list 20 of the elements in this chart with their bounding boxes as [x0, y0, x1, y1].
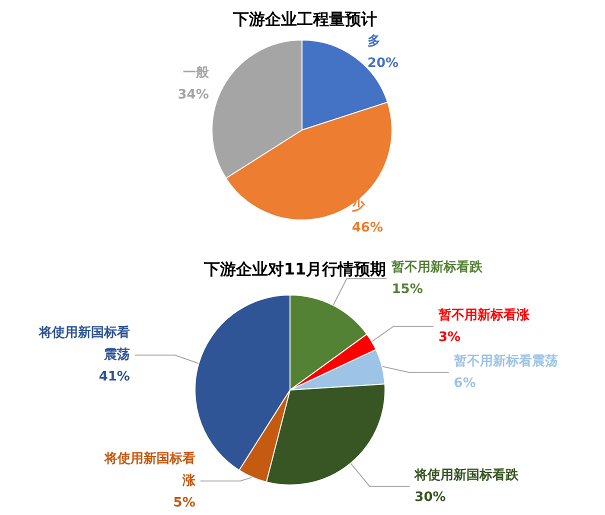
data-label: 30% — [414, 490, 446, 505]
data-label: 5% — [173, 496, 196, 510]
slice-label: 多 — [367, 34, 380, 49]
data-label: 6% — [454, 376, 476, 391]
slice-label: 一般 — [182, 65, 210, 80]
data-label: 15% — [392, 282, 423, 298]
slice-label: 暂不用新标看震荡 — [452, 352, 558, 369]
slice-label: 将使用新国标看跌 — [414, 466, 520, 483]
data-label: 3% — [438, 330, 461, 345]
data-label: 34% — [178, 87, 209, 102]
data-label: 41% — [98, 370, 130, 385]
slice-label: 暂不用新标看跌 — [390, 259, 484, 276]
chart-title: 下游企业工程量预计 — [232, 10, 377, 28]
chart-title: 下游企业对11月行情预期 — [202, 260, 386, 278]
slice-label: 将使用新国标看震荡 — [38, 324, 130, 363]
data-label: 46% — [352, 220, 383, 236]
slice-label: 少 — [350, 198, 366, 214]
data-label: 20% — [367, 56, 399, 71]
slice-label: 暂不用新标看涨 — [437, 306, 530, 323]
slice-label: 将使用新国标看涨 — [103, 450, 196, 488]
